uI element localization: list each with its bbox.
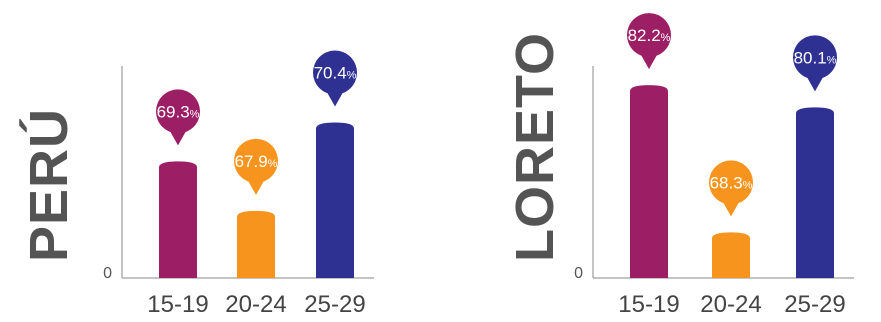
data-bubble [709, 160, 753, 205]
data-bubble-tail [640, 53, 658, 70]
chart-panel-peru: PERÚ 0 15-19 69.3% 20-24 67.9% 25-29 70.4% [0, 0, 440, 322]
data-bubble-tail [722, 200, 740, 217]
x-tick-label: 15-19 [147, 291, 208, 318]
data-bubble-tail [169, 129, 187, 146]
bar [237, 210, 275, 278]
chart-panel-loreto: LORETO 0 15-19 82.2% 20-24 68.3% 25-29 80.1% [440, 0, 881, 322]
x-tick-label: 20-24 [225, 291, 286, 318]
data-label: 70.4% [314, 64, 357, 83]
bar [630, 85, 668, 278]
x-tick-label: 15-19 [618, 291, 679, 318]
data-bubble [156, 89, 200, 134]
data-bubble [627, 13, 671, 58]
bar-chart: 0 15-19 69.3% 20-24 67.9% 25-29 70.4% [103, 50, 374, 318]
data-label: 82.2% [628, 26, 671, 45]
bar [159, 161, 197, 278]
x-tick-label: 25-29 [784, 291, 845, 318]
data-bubble-tail [247, 178, 265, 195]
data-label: 68.3% [710, 173, 753, 192]
bar-chart: 0 15-19 82.2% 20-24 68.3% 25-29 80.1% [574, 13, 854, 318]
data-bubble-tail [326, 90, 344, 107]
x-tick-label: 25-29 [304, 291, 365, 318]
x-tick-label: 20-24 [700, 291, 761, 318]
y-zero-label: 0 [103, 265, 112, 282]
bar [316, 122, 354, 279]
bar [712, 232, 750, 278]
data-bubble [234, 138, 278, 183]
data-label: 80.1% [794, 48, 837, 67]
data-label: 67.9% [235, 152, 278, 171]
data-bubble [313, 50, 357, 95]
y-zero-label: 0 [574, 265, 583, 282]
data-bubble [793, 35, 837, 80]
data-bubble-tail [806, 75, 824, 92]
data-label: 69.3% [157, 102, 200, 121]
bar [796, 107, 834, 278]
